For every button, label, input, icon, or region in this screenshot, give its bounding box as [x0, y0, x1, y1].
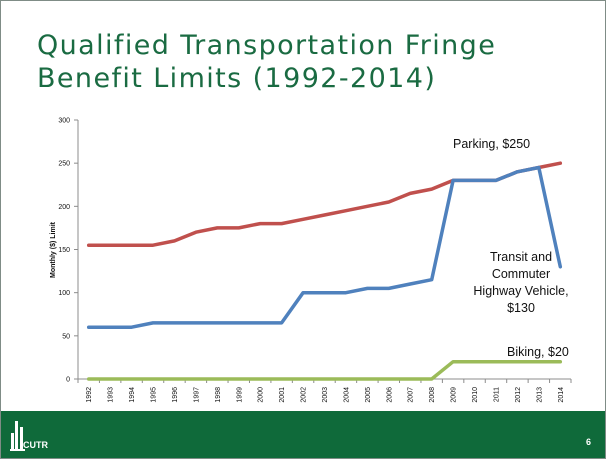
y-tick-label: 200: [58, 204, 70, 211]
slide-title-line-2: Benefit Limits (1992-2014): [37, 63, 437, 94]
x-tick-label: 1997: [193, 387, 200, 403]
x-tick-label: 1995: [151, 387, 158, 403]
y-tick-label: 250: [58, 161, 70, 168]
x-tick-label: 1992: [86, 387, 93, 403]
x-tick-label: 2010: [472, 387, 479, 403]
x-tick-label: 1999: [236, 387, 243, 403]
x-tick-label: 2009: [451, 387, 458, 403]
line-chart: Monthly ($) Limit 0 50 100 150 200 250 300 199…: [50, 118, 572, 403]
x-tick-label: 2003: [322, 387, 329, 403]
slide-title: Qualified Transportation Fringe Benefit …: [37, 29, 496, 95]
parking-series-line: [86, 161, 563, 247]
x-tick-label: 2001: [279, 387, 286, 403]
x-tick-label: 2000: [258, 387, 265, 403]
transit-series-line: [86, 165, 563, 329]
x-tick-label: 1998: [215, 387, 222, 403]
transit-annotation: Transit and Commuter Highway Vehicle, $1…: [456, 249, 586, 317]
y-ticks: 0 50 100 150 200 250 300: [58, 118, 78, 384]
transit-annotation-line-2: Commuter: [491, 267, 551, 281]
x-tick-label: 2008: [429, 387, 436, 403]
page-number: 6: [585, 437, 591, 447]
x-tick-label: 1996: [172, 387, 179, 403]
parking-annotation: Parking, $250: [453, 136, 583, 153]
y-tick-label: 150: [58, 247, 70, 254]
x-tick-label: 2014: [558, 387, 565, 403]
transit-annotation-line-4: $130: [507, 301, 535, 315]
x-ticks: 1992 1993 1994 1995 1996 1997 1998 1999 2000 2001…: [77, 379, 572, 403]
y-axis-title-group: Monthly ($) Limit: [50, 221, 57, 278]
biking-annotation: Biking, $20: [507, 344, 587, 361]
series-lines: [86, 161, 563, 381]
x-tick-label: 2012: [515, 387, 522, 403]
x-tick-label: 2011: [493, 387, 500, 402]
transit-annotation-line-3: Highway Vehicle,: [473, 284, 569, 298]
parking-annotation-text: Parking, $250: [453, 137, 531, 151]
x-tick-label: 1994: [129, 387, 136, 403]
y-tick-label: 100: [58, 290, 70, 297]
biking-annotation-text: Biking, $20: [507, 345, 569, 359]
y-tick-label: 300: [58, 118, 70, 125]
x-tick-label: 2007: [408, 387, 415, 403]
biking-series-line: [86, 359, 563, 381]
y-tick-label: 0: [66, 377, 70, 384]
footer-bar: CUTR 6: [1, 411, 605, 458]
x-tick-label: 2002: [301, 387, 308, 403]
x-tick-label: 2013: [536, 387, 543, 403]
x-tick-label: 1993: [108, 387, 115, 403]
logo-text: CUTR: [23, 440, 48, 450]
transit-annotation-line-1: Transit and: [489, 250, 553, 264]
x-tick-label: 2006: [386, 387, 393, 403]
y-axis-title: Monthly ($) Limit: [50, 221, 57, 278]
slide-title-line-1: Qualified Transportation Fringe: [37, 30, 497, 61]
x-tick-label: 2005: [365, 387, 372, 403]
y-tick-label: 50: [62, 333, 70, 340]
x-tick-label: 2004: [343, 387, 350, 403]
cutr-logo-icon: [10, 421, 25, 451]
